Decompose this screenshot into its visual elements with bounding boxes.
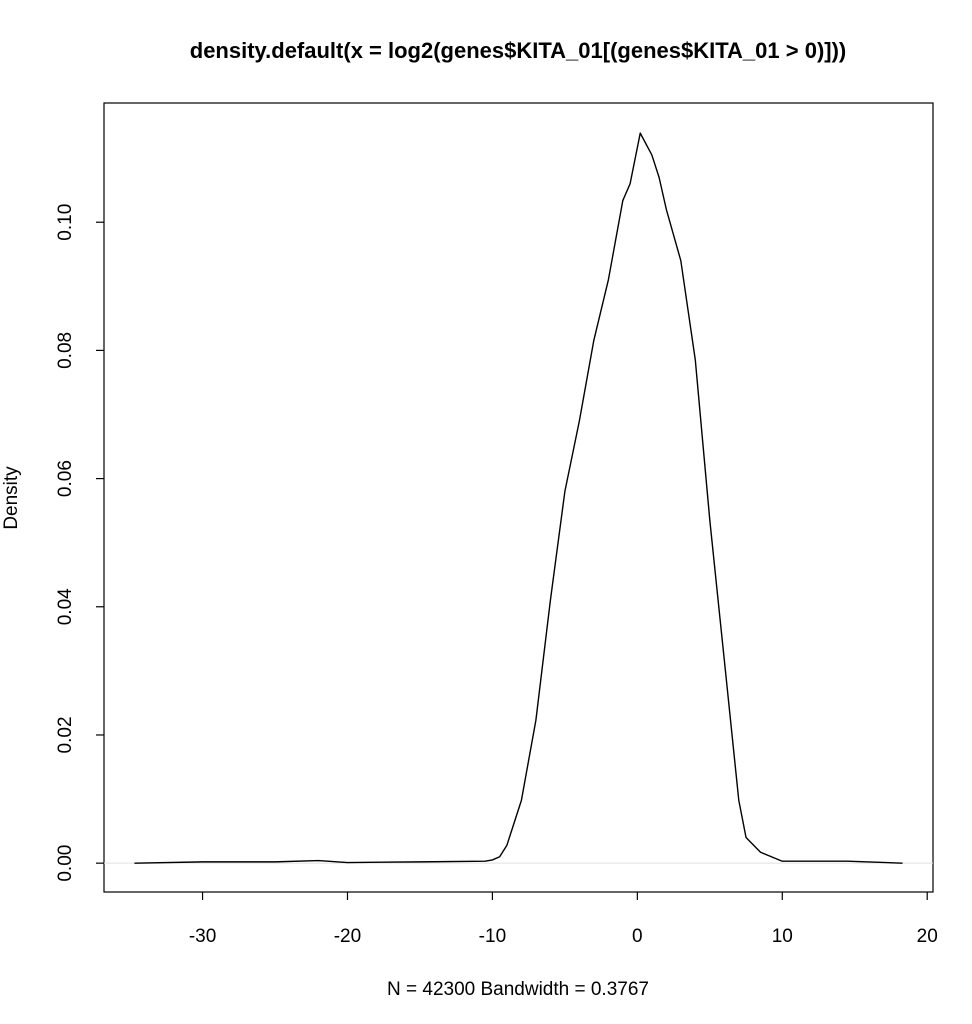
- x-tick-label: -30: [189, 926, 216, 947]
- x-tick-label: -10: [479, 926, 506, 947]
- y-tick-label: 0.10: [55, 204, 76, 241]
- chart-title: density.default(x = log2(genes$KITA_01[(…: [190, 38, 847, 63]
- x-axis-label: N = 42300 Bandwidth = 0.3767: [387, 979, 649, 1000]
- x-tick-label: 20: [917, 926, 938, 947]
- y-tick-label: 0.08: [55, 332, 76, 369]
- y-tick-label: 0.02: [55, 716, 76, 753]
- density-line: [134, 132, 903, 864]
- plot-frame: [103, 102, 934, 893]
- x-tick-label: 10: [772, 926, 793, 947]
- y-axis-label: Density: [1, 466, 22, 530]
- x-tick-label: 0: [632, 926, 643, 947]
- y-tick-label: 0.04: [55, 588, 76, 625]
- y-tick-label: 0.06: [55, 460, 76, 497]
- x-tick-label: -20: [334, 926, 361, 947]
- y-tick-label: 0.00: [55, 845, 76, 882]
